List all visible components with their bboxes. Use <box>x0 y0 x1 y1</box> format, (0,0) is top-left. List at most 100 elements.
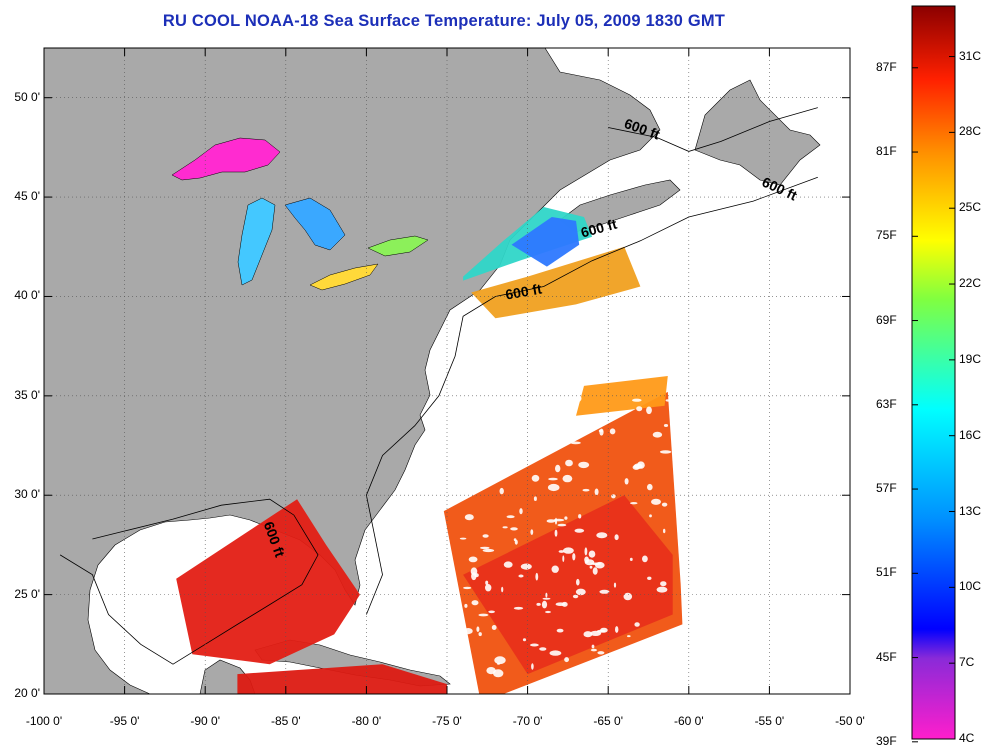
cloud-mask <box>518 405 520 411</box>
cloud-mask <box>464 514 474 521</box>
cloud-mask <box>590 562 602 566</box>
isobath-line <box>59 498 319 665</box>
cloud-mask <box>590 630 602 637</box>
cloud-mask <box>545 592 548 598</box>
cloud-mask <box>629 557 633 562</box>
cloud-mask <box>666 669 670 676</box>
lake-superior <box>171 137 281 181</box>
cloud-mask <box>541 427 551 434</box>
cloud-mask <box>499 487 504 495</box>
cloud-mask <box>634 622 640 627</box>
cloud-mask <box>589 565 593 569</box>
cloud-mask <box>494 449 503 456</box>
cloud-mask <box>545 610 551 614</box>
cloud-mask <box>495 398 502 402</box>
cloud-mask <box>497 662 500 665</box>
cloud-mask <box>564 657 569 663</box>
cloud-mask <box>477 427 481 431</box>
cloud-mask <box>647 576 652 580</box>
cloud-mask <box>554 529 558 537</box>
longitude-label: -50 0' <box>835 714 865 728</box>
cloud-mask <box>525 444 532 450</box>
cloud-mask <box>584 547 588 556</box>
cloud-mask <box>555 602 566 606</box>
cloud-mask <box>548 477 558 481</box>
cloud-mask <box>546 519 556 523</box>
cloud-mask <box>623 592 633 601</box>
cloud-mask <box>509 426 517 430</box>
cloud-mask <box>502 526 508 529</box>
cloud-mask <box>656 586 668 593</box>
cloud-mask <box>482 548 495 553</box>
isobath-line <box>608 107 818 152</box>
longitude-label: -60 0' <box>673 714 704 728</box>
cloud-mask <box>483 435 494 443</box>
cloud-mask <box>615 626 619 633</box>
cloud-mask <box>476 626 480 632</box>
cloud-mask <box>578 461 590 469</box>
cloud-mask <box>599 670 602 674</box>
longitude-label: -75 0' <box>432 714 462 728</box>
cloud-mask <box>596 532 608 539</box>
cloud-mask <box>573 395 582 403</box>
longitude-label: -70 0' <box>512 714 543 728</box>
cloud-mask <box>480 546 490 550</box>
cloud-mask <box>591 644 595 649</box>
land-nova-scotia <box>559 179 681 233</box>
lake-ontario <box>367 235 429 257</box>
cloud-mask <box>522 638 527 642</box>
cloud-mask <box>632 398 642 402</box>
sst-swath-cuba-south <box>237 664 447 694</box>
latitude-label: 20 0' <box>14 686 40 700</box>
cloud-mask <box>513 538 517 542</box>
colorbar-label-celsius: 4C <box>959 731 975 745</box>
cloud-mask <box>564 516 568 520</box>
cloud-mask <box>513 606 524 610</box>
cloud-mask <box>614 534 619 541</box>
cloud-mask <box>594 488 599 496</box>
figure-title: RU COOL NOAA-18 Sea Surface Temperature:… <box>162 12 726 30</box>
cloud-mask <box>570 441 581 445</box>
cloud-mask <box>494 656 506 665</box>
cloud-mask <box>562 474 573 483</box>
latitude-label: 30 0' <box>14 487 40 502</box>
cloud-mask <box>539 647 547 651</box>
cloud-mask <box>627 635 631 638</box>
cloud-mask <box>463 586 472 590</box>
colorbar-label-fahrenheit: 75F <box>876 228 897 243</box>
lake-erie <box>309 263 379 291</box>
cloud-mask <box>663 528 666 534</box>
cloud-mask <box>572 409 576 414</box>
cloud-mask <box>659 671 665 676</box>
colorbar-label-celsius: 7C <box>959 655 975 670</box>
sst-swath-atlantic-warm <box>463 495 673 675</box>
cloud-mask <box>636 406 643 412</box>
colorbar-label-celsius: 22C <box>959 276 982 291</box>
cloud-mask <box>661 649 673 653</box>
cloud-mask <box>574 528 585 533</box>
cloud-mask <box>537 413 548 422</box>
cloud-mask <box>553 518 565 522</box>
cloud-mask <box>508 409 514 414</box>
cloud-mask <box>530 643 539 647</box>
cloud-mask <box>551 565 559 573</box>
cloud-mask <box>659 450 672 454</box>
cloud-mask <box>503 561 513 568</box>
latitude-label: 35 0' <box>14 387 40 402</box>
isobath-label: 600 ft <box>504 280 543 302</box>
cloud-mask <box>583 631 593 638</box>
cloud-mask <box>519 508 523 515</box>
cloud-mask <box>611 494 616 499</box>
cloud-mask <box>563 547 574 554</box>
cloud-mask <box>660 581 667 587</box>
cloud-mask <box>572 594 579 599</box>
cloud-mask <box>491 625 497 630</box>
sst-swath-gulf-of-maine <box>511 217 580 267</box>
cloud-mask <box>652 431 663 438</box>
cloud-mask <box>459 400 468 404</box>
cloud-mask <box>646 406 652 415</box>
cloud-mask <box>582 488 590 492</box>
colorbar-label-celsius: 28C <box>959 124 982 139</box>
latitude-label: 25 0' <box>14 586 40 601</box>
